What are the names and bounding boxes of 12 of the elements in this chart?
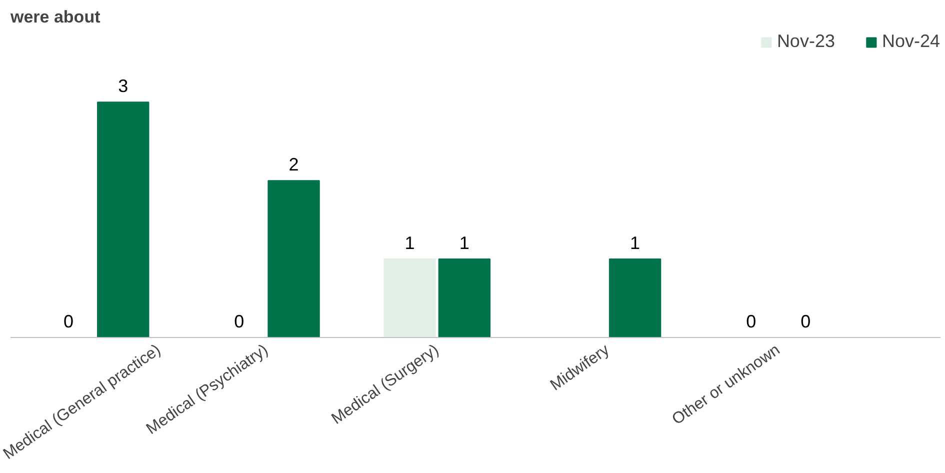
data-label: 0 (800, 312, 811, 332)
data-label: 1 (630, 233, 640, 254)
legend-label: Nov-23 (776, 31, 835, 52)
data-label: 3 (118, 76, 128, 96)
data-label: 1 (404, 233, 415, 254)
data-label: 0 (234, 312, 244, 332)
data-label: 0 (64, 312, 74, 332)
data-label: 0 (746, 312, 756, 332)
chart-title: were about (10, 8, 101, 26)
legend-label: Nov-24 (882, 31, 940, 52)
data-label: 2 (288, 154, 299, 175)
data-label: 1 (459, 233, 470, 254)
